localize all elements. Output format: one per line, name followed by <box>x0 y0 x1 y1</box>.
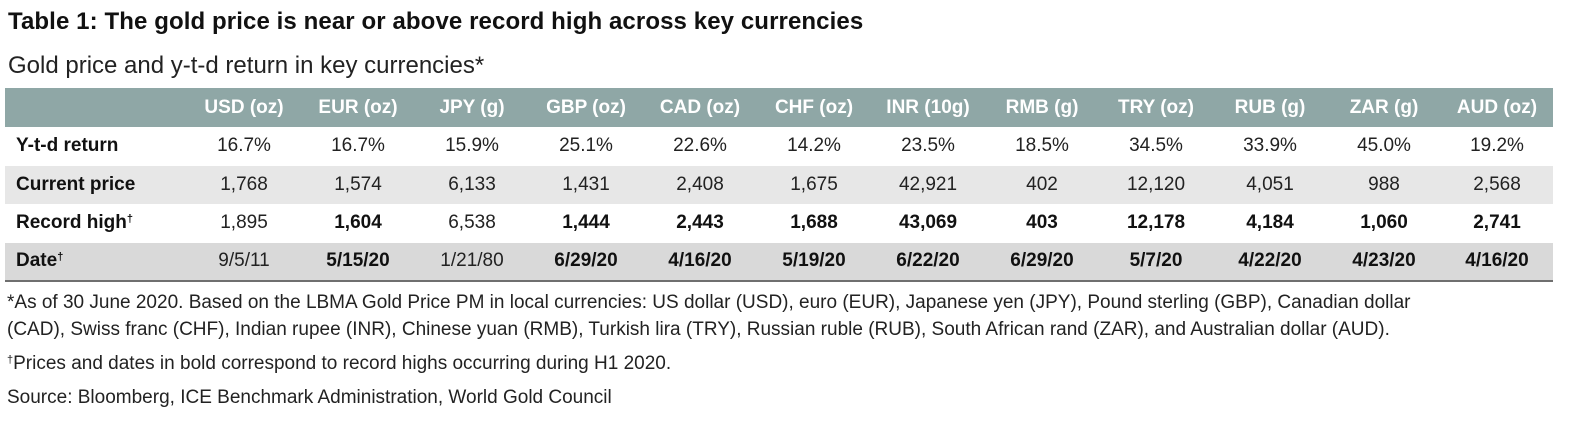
column-header: EUR (oz) <box>318 96 398 118</box>
table-cell: 45.0% <box>1357 135 1411 157</box>
row-label: Current price <box>16 173 136 195</box>
column-header: JPY (g) <box>439 96 505 118</box>
row-label: Record high† <box>16 212 133 234</box>
table-cell: 12,178 <box>1126 212 1186 234</box>
table-cell: 43,069 <box>898 212 958 234</box>
table-title: Table 1: The gold price is near or above… <box>8 8 864 35</box>
table-body: Y-t-d return 16.7% 16.7% 15.9% 25.1% 22.6% 14.… <box>5 127 1553 281</box>
table-cell: 5/19/20 <box>782 250 846 272</box>
table-row: Y-t-d return 16.7% 16.7% 15.9% 25.1% 22.6% 14.… <box>5 127 1553 166</box>
column-header: RUB (g) <box>1234 96 1306 118</box>
header-corner <box>5 88 187 127</box>
column-header: AUD (oz) <box>1456 96 1538 118</box>
table-cell: 33.9% <box>1243 135 1297 157</box>
table-cell: 4/16/20 <box>1465 250 1529 272</box>
table-cell: 25.1% <box>559 135 613 157</box>
table-cell: 6/22/20 <box>896 250 960 272</box>
footnote-asof-line1: *As of 30 June 2020. Based on the LBMA G… <box>7 292 1411 313</box>
table-cell: 5/15/20 <box>326 250 390 272</box>
table-cell: 22.6% <box>673 135 727 157</box>
table-cell: 2,443 <box>676 212 724 234</box>
table-cell: 4,184 <box>1246 212 1294 234</box>
table-row: Record high† 1,895 1,604 6,538 1,444 2,443 1,6… <box>5 204 1553 243</box>
table-cell: 2,408 <box>676 173 724 195</box>
table-cell: 1,431 <box>562 173 610 195</box>
table-cell: 19.2% <box>1470 135 1524 157</box>
table-cell: 1,060 <box>1360 212 1408 234</box>
table-cell: 988 <box>1368 173 1400 195</box>
footnote-bold-explanation: †Prices and dates in bold correspond to … <box>7 353 671 375</box>
column-header: GBP (oz) <box>546 96 626 118</box>
table-cell: 6/29/20 <box>554 250 618 272</box>
table-cell: 402 <box>1026 173 1058 195</box>
table-cell: 4/23/20 <box>1352 250 1416 272</box>
column-header: CHF (oz) <box>774 96 854 118</box>
dagger-mark: † <box>126 213 133 226</box>
column-header: RMB (g) <box>1005 96 1079 118</box>
table-cell: 4/22/20 <box>1238 250 1302 272</box>
table-cell: 15.9% <box>445 135 499 157</box>
table-cell: 6,133 <box>448 173 496 195</box>
table-cell: 2,741 <box>1473 212 1521 234</box>
table-cell: 16.7% <box>217 135 271 157</box>
source-line: Source: Bloomberg, ICE Benchmark Adminis… <box>7 387 612 408</box>
table-cell: 42,921 <box>898 173 958 195</box>
table-row: Date† 9/5/11 5/15/20 1/21/80 6/29/20 4/16/20 5… <box>5 242 1553 281</box>
column-header: TRY (oz) <box>1118 96 1194 118</box>
table-cell: 4/16/20 <box>668 250 732 272</box>
table-cell: 4,051 <box>1246 173 1294 195</box>
table-row: Current price 1,768 1,574 6,133 1,431 2,408 1,… <box>5 165 1553 204</box>
footnote-asof-line2: (CAD), Swiss franc (CHF), Indian rupee (… <box>7 319 1390 340</box>
table-cell: 34.5% <box>1129 135 1183 157</box>
table-subtitle: Gold price and y-t-d return in key curre… <box>8 52 485 79</box>
dagger-mark: † <box>57 251 64 264</box>
table-cell: 1,444 <box>562 212 610 234</box>
table-cell: 6/29/20 <box>1010 250 1074 272</box>
table-cell: 5/7/20 <box>1129 250 1183 272</box>
column-header: USD (oz) <box>204 96 284 118</box>
table-cell: 16.7% <box>331 135 385 157</box>
column-header: INR (10g) <box>886 96 970 118</box>
row-label: Date† <box>16 250 64 272</box>
gold-price-table: USD (oz) EUR (oz) JPY (g) GBP (oz) CAD (oz) C… <box>5 88 1553 282</box>
table-cell: 14.2% <box>787 135 841 157</box>
table-cell: 1,574 <box>334 173 382 195</box>
header-row: USD (oz) EUR (oz) JPY (g) GBP (oz) CAD (oz) C… <box>5 88 1553 127</box>
table-cell: 6,538 <box>448 212 496 234</box>
column-header: ZAR (g) <box>1349 96 1419 118</box>
footnote-bold-text: Prices and dates in bold correspond to r… <box>13 353 672 374</box>
column-header: CAD (oz) <box>659 96 741 118</box>
table-cell: 2,568 <box>1473 173 1521 195</box>
table-cell: 403 <box>1026 212 1058 234</box>
table-cell: 9/5/11 <box>218 250 270 272</box>
table-cell: 1,675 <box>790 173 838 195</box>
table-cell: 1,768 <box>220 173 268 195</box>
table-cell: 1,895 <box>220 212 268 234</box>
table-cell: 1,688 <box>790 212 838 234</box>
table-cell: 23.5% <box>901 135 955 157</box>
row-label: Y-t-d return <box>16 135 119 157</box>
table-cell: 1/21/80 <box>440 250 504 272</box>
table-cell: 1,604 <box>334 212 382 234</box>
table-cell: 12,120 <box>1126 173 1186 195</box>
dagger-mark: † <box>7 354 14 366</box>
table-cell: 18.5% <box>1015 135 1069 157</box>
